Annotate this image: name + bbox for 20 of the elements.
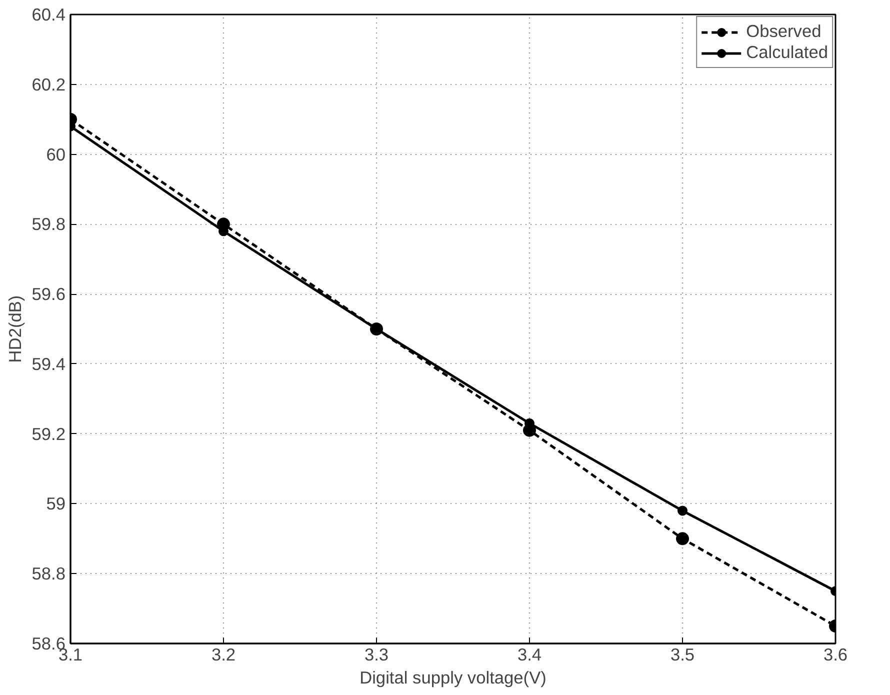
y-tick-label: 59.2	[32, 424, 66, 444]
point	[678, 506, 688, 516]
y-tick-label: 59.8	[32, 214, 66, 234]
y-tick-label: 60	[46, 144, 66, 164]
x-tick-label: 3.6	[823, 644, 848, 664]
legend-label: Observed	[746, 21, 822, 42]
y-tick-label: 59	[46, 494, 66, 514]
point	[676, 532, 689, 546]
y-tick-label: 58.8	[32, 564, 66, 584]
x-tick-label: 3.3	[364, 644, 389, 664]
legend-label: Calculated	[746, 42, 828, 63]
x-tick-label: 3.4	[517, 644, 542, 664]
x-tick-label: 3.2	[211, 644, 236, 664]
y-tick-label: 59.6	[32, 284, 66, 304]
x-tick-label: 3.5	[670, 644, 695, 664]
y-axis-title: HD2(dB)	[4, 295, 25, 363]
y-tick-label: 59.4	[32, 354, 66, 374]
x-axis-title: Digital supply voltage(V)	[360, 668, 546, 688]
y-tick-label: 60.2	[32, 74, 66, 94]
y-tick-label: 60.4	[32, 4, 66, 24]
